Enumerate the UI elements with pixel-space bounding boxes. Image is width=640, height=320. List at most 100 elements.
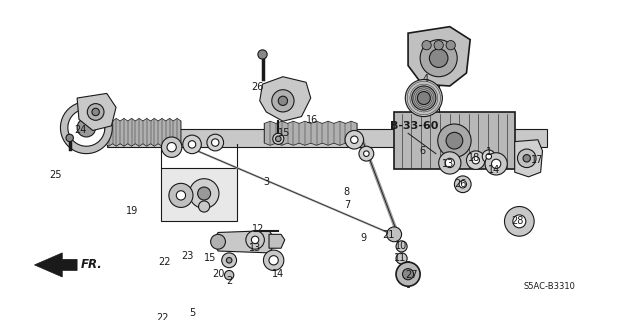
Text: 16: 16	[305, 115, 318, 125]
Circle shape	[161, 137, 182, 157]
Circle shape	[227, 258, 232, 263]
Circle shape	[272, 90, 294, 112]
Text: S5AC-B3310: S5AC-B3310	[523, 282, 575, 291]
Circle shape	[396, 253, 407, 264]
Text: 6: 6	[419, 146, 425, 156]
Circle shape	[387, 227, 401, 242]
Text: 5: 5	[189, 308, 195, 318]
Polygon shape	[269, 234, 285, 248]
Polygon shape	[264, 121, 357, 145]
Circle shape	[459, 180, 467, 188]
Polygon shape	[60, 102, 112, 154]
Text: 9: 9	[360, 233, 367, 243]
Circle shape	[472, 156, 479, 164]
Circle shape	[446, 132, 463, 149]
Polygon shape	[105, 118, 181, 146]
Text: 21: 21	[383, 230, 395, 240]
Circle shape	[176, 191, 186, 200]
Text: FR.: FR.	[81, 259, 102, 271]
Circle shape	[66, 134, 74, 142]
Polygon shape	[107, 129, 547, 147]
Circle shape	[445, 158, 454, 168]
Circle shape	[198, 187, 211, 200]
Text: 14: 14	[272, 269, 284, 279]
Text: B-33-60: B-33-60	[390, 121, 439, 131]
Circle shape	[518, 149, 536, 168]
Circle shape	[212, 139, 219, 146]
Circle shape	[438, 124, 471, 157]
Text: 20: 20	[212, 269, 224, 279]
Text: 25: 25	[49, 170, 62, 180]
Circle shape	[188, 141, 196, 148]
Circle shape	[198, 201, 210, 212]
Text: 18: 18	[468, 153, 480, 163]
Text: 27: 27	[406, 270, 418, 280]
Circle shape	[467, 151, 485, 169]
Circle shape	[169, 183, 193, 207]
Polygon shape	[35, 253, 77, 277]
Circle shape	[87, 104, 104, 120]
Circle shape	[492, 159, 500, 169]
Circle shape	[189, 179, 219, 208]
Circle shape	[485, 153, 508, 175]
Circle shape	[269, 256, 278, 265]
Text: 28: 28	[511, 216, 524, 226]
Text: 7: 7	[344, 200, 350, 210]
Circle shape	[446, 41, 455, 50]
Text: 10: 10	[394, 241, 407, 252]
Circle shape	[351, 136, 358, 143]
Text: 8: 8	[344, 187, 350, 197]
Text: 15: 15	[278, 128, 290, 138]
Circle shape	[246, 231, 264, 249]
Polygon shape	[161, 168, 237, 221]
Text: 2: 2	[226, 276, 232, 286]
Circle shape	[504, 206, 534, 236]
Polygon shape	[260, 77, 311, 121]
Polygon shape	[515, 140, 543, 177]
Circle shape	[396, 262, 420, 286]
Circle shape	[77, 118, 95, 137]
Circle shape	[434, 41, 444, 50]
Circle shape	[225, 270, 234, 280]
Circle shape	[454, 176, 471, 193]
Circle shape	[258, 50, 267, 59]
Circle shape	[523, 155, 531, 162]
Text: 19: 19	[125, 206, 138, 216]
Text: 3: 3	[263, 177, 269, 188]
Text: 24: 24	[75, 125, 87, 135]
Text: 22: 22	[156, 313, 169, 320]
Circle shape	[273, 133, 284, 144]
Text: 15: 15	[204, 253, 217, 263]
Circle shape	[417, 92, 430, 105]
Circle shape	[92, 108, 99, 116]
Circle shape	[420, 40, 457, 77]
Circle shape	[396, 241, 407, 252]
Circle shape	[364, 151, 369, 156]
Text: 14: 14	[488, 165, 500, 175]
Polygon shape	[394, 112, 515, 169]
Circle shape	[483, 150, 495, 163]
Circle shape	[278, 96, 287, 106]
Circle shape	[513, 215, 526, 228]
Circle shape	[486, 154, 492, 159]
Circle shape	[252, 236, 259, 244]
Text: 12: 12	[252, 224, 264, 234]
Polygon shape	[213, 231, 274, 253]
Text: 4: 4	[422, 75, 429, 84]
Circle shape	[359, 146, 374, 161]
Circle shape	[403, 268, 413, 280]
Circle shape	[183, 135, 202, 154]
Circle shape	[264, 250, 284, 270]
Text: 22: 22	[158, 257, 170, 267]
Text: 26: 26	[454, 179, 466, 189]
Text: 17: 17	[531, 155, 543, 165]
Text: 13: 13	[442, 159, 454, 169]
Circle shape	[275, 136, 281, 142]
Circle shape	[422, 41, 431, 50]
Text: 11: 11	[394, 253, 406, 263]
Circle shape	[412, 86, 436, 110]
Text: 13: 13	[249, 243, 261, 253]
Polygon shape	[77, 93, 116, 131]
Circle shape	[429, 49, 448, 68]
Circle shape	[405, 79, 442, 116]
